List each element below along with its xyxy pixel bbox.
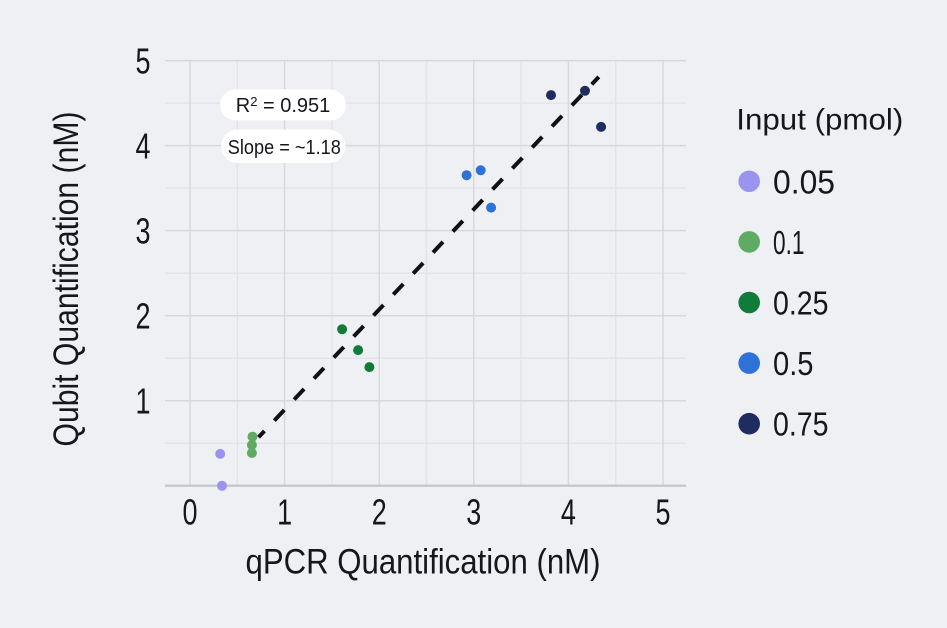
svg-text:4: 4 bbox=[136, 125, 151, 166]
svg-text:0.5: 0.5 bbox=[773, 345, 814, 382]
svg-text:5: 5 bbox=[136, 40, 151, 81]
svg-text:0.05: 0.05 bbox=[773, 163, 835, 200]
svg-text:Input (pmol): Input (pmol) bbox=[736, 104, 903, 137]
svg-text:3: 3 bbox=[136, 210, 151, 251]
svg-text:4: 4 bbox=[561, 491, 576, 532]
svg-text:qPCR Quantification (nM): qPCR Quantification (nM) bbox=[246, 543, 601, 582]
svg-text:0.75: 0.75 bbox=[773, 406, 829, 443]
svg-text:Slope = ~1.18: Slope = ~1.18 bbox=[228, 137, 341, 159]
svg-text:5: 5 bbox=[656, 491, 671, 532]
svg-text:1: 1 bbox=[277, 491, 292, 532]
svg-text:2: 2 bbox=[372, 491, 387, 532]
svg-text:3: 3 bbox=[466, 491, 481, 532]
svg-text:0.1: 0.1 bbox=[773, 224, 805, 261]
svg-text:1: 1 bbox=[136, 381, 151, 422]
svg-text:2: 2 bbox=[136, 296, 151, 337]
svg-text:Qubit Quantification (nM): Qubit Quantification (nM) bbox=[47, 112, 86, 447]
svg-text:R2 = 0.951: R2 = 0.951 bbox=[236, 94, 331, 117]
svg-text:0: 0 bbox=[183, 491, 198, 532]
svg-text:0.25: 0.25 bbox=[773, 285, 829, 322]
